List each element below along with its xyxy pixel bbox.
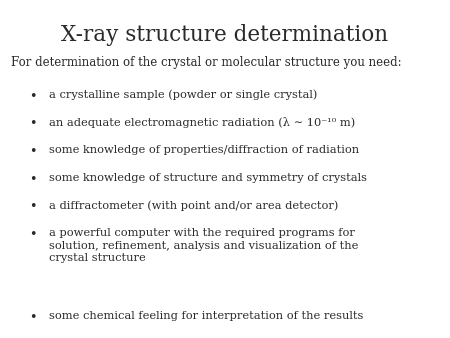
Text: some knowledge of properties/diffraction of radiation: some knowledge of properties/diffraction… <box>49 145 359 155</box>
Text: •: • <box>29 173 36 186</box>
Text: •: • <box>29 311 36 324</box>
Text: X-ray structure determination: X-ray structure determination <box>62 24 388 46</box>
Text: some chemical feeling for interpretation of the results: some chemical feeling for interpretation… <box>49 311 363 321</box>
Text: some knowledge of structure and symmetry of crystals: some knowledge of structure and symmetry… <box>49 173 367 183</box>
Text: a diffractometer (with point and/or area detector): a diffractometer (with point and/or area… <box>49 200 338 211</box>
Text: •: • <box>29 90 36 102</box>
Text: a powerful computer with the required programs for
solution, refinement, analysi: a powerful computer with the required pr… <box>49 228 358 263</box>
Text: •: • <box>29 228 36 241</box>
Text: •: • <box>29 117 36 130</box>
Text: an adequate electromagnetic radiation (λ ∼ 10⁻¹⁰ m): an adequate electromagnetic radiation (λ… <box>49 117 355 128</box>
Text: For determination of the crystal or molecular structure you need:: For determination of the crystal or mole… <box>11 56 402 69</box>
Text: •: • <box>29 145 36 158</box>
Text: a crystalline sample (powder or single crystal): a crystalline sample (powder or single c… <box>49 90 317 100</box>
Text: •: • <box>29 200 36 213</box>
